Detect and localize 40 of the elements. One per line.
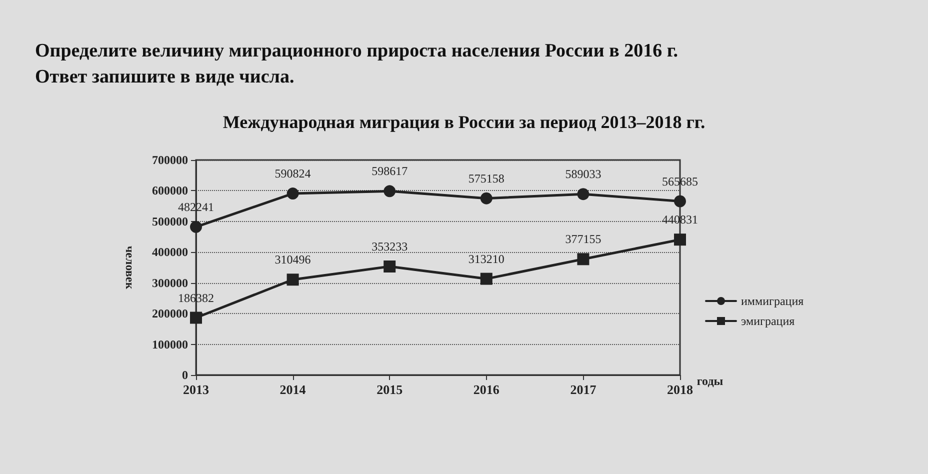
x-tick-label: 2013 [183,382,210,397]
x-tick-label: 2015 [376,382,404,397]
point [674,195,686,208]
point [384,260,396,273]
data-label: 598617 [372,164,408,178]
x-tick-label: 2014 [280,382,306,397]
point [577,253,590,266]
y-tick-label: 700000 [152,153,188,167]
chart-title: Международная миграция в России за период 2013–2018 гг. [222,112,706,132]
legend-label: иммиграция [741,294,804,308]
text: Определите величину миграционного прироста населения России в 2016 г. Ответ запишите в виде числа. [35,40,678,88]
y-tick-label: 0 [182,368,188,382]
y-tick-label: 100000 [152,337,188,352]
data-label: 575158 [468,171,504,186]
y-tick-label: 300000 [152,276,188,290]
y-axis-title: человек [123,246,137,290]
point [190,312,202,324]
x-tick-label: 2018 [667,382,694,397]
x-tick-label: 2016 [473,382,500,397]
point [286,274,299,286]
y-tick-label: 600000 [152,184,188,198]
data-label: 589033 [565,167,602,182]
x-axis-title: годы [696,374,724,388]
y-tick-label: 500000 [152,214,188,228]
data-label: 590824 [274,166,311,181]
data-label: 377155 [565,232,602,246]
x-tick-label: 2017 [570,382,597,397]
point [286,188,299,200]
point [190,220,202,233]
data-label: 353233 [372,240,408,254]
point [384,185,396,198]
legend-label: эмиграция [741,314,796,328]
y-tick-label: 400000 [152,245,188,260]
point [577,188,590,200]
y-tick-label: 200000 [152,306,188,321]
data-label: 313210 [468,252,504,266]
point [674,234,686,246]
point [480,272,492,285]
data-label: 310496 [274,252,311,267]
point [480,192,492,204]
